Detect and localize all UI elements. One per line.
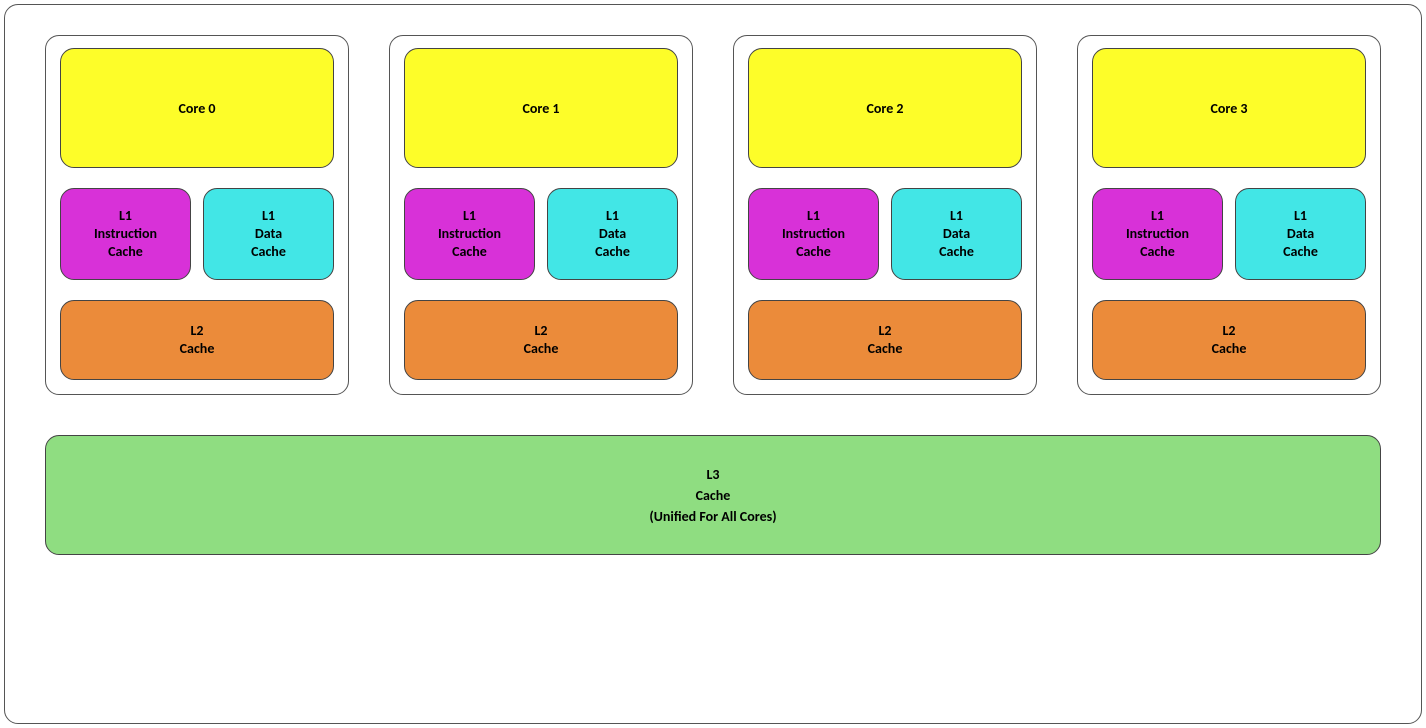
core-unit-3: Core 3 L1 Instruction Cache L1 Data Cach…: [1077, 35, 1381, 395]
l1-instruction-cache: L1 Instruction Cache: [748, 188, 879, 280]
l2-cache: L2 Cache: [748, 300, 1022, 380]
l1-data-cache: L1 Data Cache: [891, 188, 1022, 280]
l1-row: L1 Instruction Cache L1 Data Cache: [748, 188, 1022, 280]
l1-data-cache: L1 Data Cache: [547, 188, 678, 280]
l1-row: L1 Instruction Cache L1 Data Cache: [1092, 188, 1366, 280]
core-unit-0: Core 0 L1 Instruction Cache L1 Data Cach…: [45, 35, 349, 395]
l1-data-cache: L1 Data Cache: [1235, 188, 1366, 280]
l2-cache: L2 Cache: [60, 300, 334, 380]
l1-row: L1 Instruction Cache L1 Data Cache: [404, 188, 678, 280]
l1-instruction-cache: L1 Instruction Cache: [1092, 188, 1223, 280]
l1-instruction-cache: L1 Instruction Cache: [404, 188, 535, 280]
core-box: Core 2: [748, 48, 1022, 168]
core-box: Core 1: [404, 48, 678, 168]
l1-instruction-cache: L1 Instruction Cache: [60, 188, 191, 280]
l1-data-cache: L1 Data Cache: [203, 188, 334, 280]
core-unit-1: Core 1 L1 Instruction Cache L1 Data Cach…: [389, 35, 693, 395]
l3-cache: L3 Cache (Unified For All Cores): [45, 435, 1381, 555]
cores-row: Core 0 L1 Instruction Cache L1 Data Cach…: [45, 35, 1381, 395]
l2-cache: L2 Cache: [1092, 300, 1366, 380]
core-unit-2: Core 2 L1 Instruction Cache L1 Data Cach…: [733, 35, 1037, 395]
core-box: Core 0: [60, 48, 334, 168]
l1-row: L1 Instruction Cache L1 Data Cache: [60, 188, 334, 280]
core-box: Core 3: [1092, 48, 1366, 168]
cpu-diagram-outer: Core 0 L1 Instruction Cache L1 Data Cach…: [4, 4, 1422, 724]
l2-cache: L2 Cache: [404, 300, 678, 380]
